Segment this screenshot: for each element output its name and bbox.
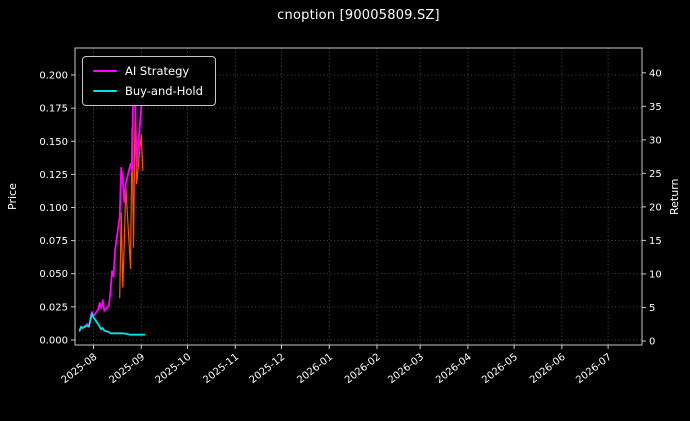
legend-line-buy-and-hold-icon — [93, 89, 117, 93]
series-price — [119, 111, 144, 299]
y-right-tick-label: 25 — [649, 169, 662, 180]
y-right-tick-label: 0 — [649, 336, 655, 347]
chart-title: cnoption [90005809.SZ] — [277, 8, 440, 23]
y-right-tick-label: 5 — [649, 303, 655, 314]
x-tick-label: 2026-04 — [434, 352, 474, 386]
plot-border — [74, 47, 643, 346]
y-left-tick-label: 0.050 — [39, 269, 68, 280]
y-left-tick-label: 0.125 — [39, 170, 68, 181]
x-tick-label: 2025-08 — [60, 352, 100, 386]
legend-line-ai-strategy-icon — [93, 69, 117, 73]
y-left-tick-label: 0.025 — [39, 302, 68, 313]
series-buy-and-hold — [78, 312, 146, 336]
y-axis-label-left: Price — [6, 183, 19, 210]
legend-item-ai-strategy: AI Strategy — [93, 64, 203, 78]
y-left-tick-label: 0.000 — [39, 335, 68, 346]
y-right-tick-label: 30 — [649, 135, 662, 146]
y-left-tick-label: 0.200 — [39, 71, 68, 82]
x-tick-label: 2026-07 — [574, 352, 614, 386]
y-right-tick-label: 35 — [649, 102, 662, 113]
y-right-tick-label: 20 — [649, 202, 662, 213]
y-left-tick-label: 0.075 — [39, 236, 68, 247]
legend-label-buy-and-hold: Buy-and-Hold — [125, 84, 203, 98]
x-tick-label: 2026-02 — [343, 352, 383, 386]
x-tick-label: 2025-10 — [154, 352, 194, 386]
y-left-tick-label: 0.175 — [39, 104, 68, 115]
legend: AI Strategy Buy-and-Hold — [82, 56, 216, 106]
x-tick-label: 2025-12 — [248, 352, 288, 386]
x-tick-label: 2025-09 — [107, 352, 147, 386]
y-axis-label-right: Return — [668, 178, 681, 215]
x-tick-label: 2026-06 — [528, 352, 568, 386]
legend-label-ai-strategy: AI Strategy — [125, 64, 190, 78]
legend-item-buy-and-hold: Buy-and-Hold — [93, 84, 203, 98]
x-tick-label: 2026-03 — [386, 352, 426, 386]
y-right-tick-label: 15 — [649, 236, 662, 247]
y-right-tick-label: 40 — [649, 68, 662, 79]
y-left-tick-label: 0.100 — [39, 203, 68, 214]
y-right-tick-label: 10 — [649, 269, 662, 280]
x-tick-label: 2026-01 — [295, 352, 335, 386]
x-tick-label: 2026-05 — [480, 352, 520, 386]
y-left-tick-label: 0.150 — [39, 137, 68, 148]
x-tick-label: 2025-11 — [201, 352, 241, 386]
